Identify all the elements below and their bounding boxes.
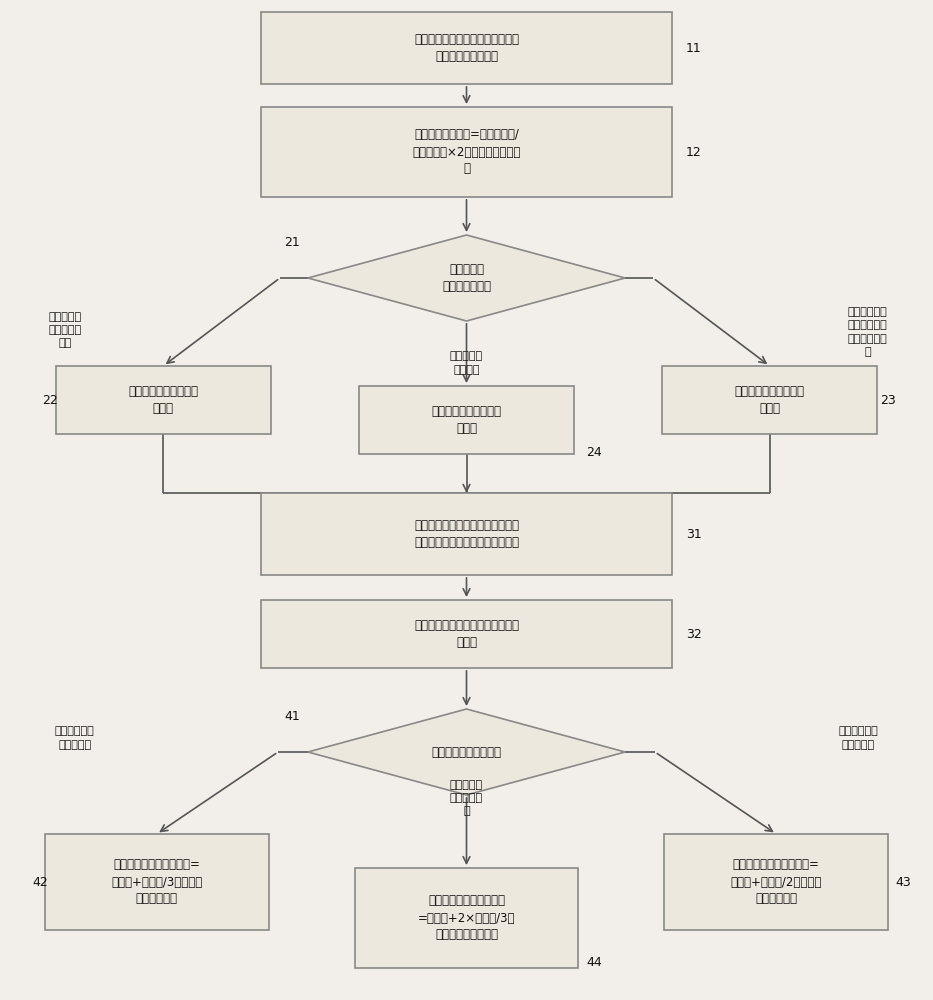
Text: 44: 44 bbox=[586, 956, 602, 968]
FancyBboxPatch shape bbox=[662, 366, 877, 434]
Polygon shape bbox=[308, 235, 625, 321]
Text: 复步长小于
第二高度: 复步长小于 第二高度 bbox=[450, 351, 483, 375]
Text: 43: 43 bbox=[896, 876, 912, 888]
Text: 11: 11 bbox=[686, 41, 702, 54]
Text: 确定待测者的身高等级
为中个: 确定待测者的身高等级 为中个 bbox=[734, 385, 805, 415]
FancyBboxPatch shape bbox=[359, 386, 574, 454]
Text: 分析待测者的声音频率，根据待测
者的声音频率，确定待测者的性别: 分析待测者的声音频率，根据待测 者的声音频率，确定待测者的性别 bbox=[414, 519, 519, 549]
Text: 31: 31 bbox=[686, 528, 702, 540]
Text: 22: 22 bbox=[42, 393, 58, 406]
FancyBboxPatch shape bbox=[45, 834, 269, 930]
Text: 21: 21 bbox=[285, 235, 300, 248]
Text: 41: 41 bbox=[285, 710, 300, 722]
FancyBboxPatch shape bbox=[261, 12, 672, 84]
Text: 24: 24 bbox=[586, 446, 602, 460]
Text: 根据公式：待测者的身高
=复步长+2×足迹长/3计
算获得待测者的身高: 根据公式：待测者的身高 =复步长+2×足迹长/3计 算获得待测者的身高 bbox=[418, 894, 515, 942]
Text: 根据公式：待测者的身高=
复步长+足迹长/3计算获得
待测者的身高: 根据公式：待测者的身高= 复步长+足迹长/3计算获得 待测者的身高 bbox=[111, 858, 202, 906]
FancyBboxPatch shape bbox=[261, 600, 672, 668]
Text: 32: 32 bbox=[686, 628, 702, 641]
FancyBboxPatch shape bbox=[355, 868, 578, 968]
Text: 判断待测者的身高等级: 判断待测者的身高等级 bbox=[431, 746, 502, 758]
Text: 根据公式：复步长=（步行距离/
步行步数）×2计算待测者的复步
长: 根据公式：复步长=（步行距离/ 步行步数）×2计算待测者的复步 长 bbox=[412, 128, 521, 176]
FancyBboxPatch shape bbox=[261, 107, 672, 197]
FancyBboxPatch shape bbox=[664, 834, 888, 930]
Polygon shape bbox=[308, 709, 625, 795]
Text: 一次统计待测者在设定时间段内的
步行距离和步行步数: 一次统计待测者在设定时间段内的 步行距离和步行步数 bbox=[414, 33, 519, 63]
Text: 待测者的身高
等级为高个: 待测者的身高 等级为高个 bbox=[55, 726, 94, 750]
Text: 复步长大于
或等于第一
高度: 复步长大于 或等于第一 高度 bbox=[49, 312, 82, 348]
FancyBboxPatch shape bbox=[261, 493, 672, 575]
Text: 待测者的身
高等级为矮
个: 待测者的身 高等级为矮 个 bbox=[450, 780, 483, 816]
FancyBboxPatch shape bbox=[56, 366, 271, 434]
Text: 确定待测者的身高等级
为矮个: 确定待测者的身高等级 为矮个 bbox=[431, 405, 502, 435]
Text: 判断复步长
所在的数据范围: 判断复步长 所在的数据范围 bbox=[442, 263, 491, 293]
Text: 根据待测者的性别，确定待测者的
足迹长: 根据待测者的性别，确定待测者的 足迹长 bbox=[414, 619, 519, 649]
Text: 根据公式：待测者的身高=
复步长+足迹长/2计算获得
待测者的身高: 根据公式：待测者的身高= 复步长+足迹长/2计算获得 待测者的身高 bbox=[731, 858, 822, 906]
Text: 42: 42 bbox=[33, 876, 49, 888]
Text: 23: 23 bbox=[880, 393, 896, 406]
Text: 确定待测者的身高等级
为高个: 确定待测者的身高等级 为高个 bbox=[128, 385, 199, 415]
Text: 复步长大于或
等于第二高度
且小于第一高
度: 复步长大于或 等于第二高度 且小于第一高 度 bbox=[848, 307, 887, 357]
Text: 待测者的身高
等级为中个: 待测者的身高 等级为中个 bbox=[839, 726, 878, 750]
Text: 12: 12 bbox=[686, 145, 702, 158]
